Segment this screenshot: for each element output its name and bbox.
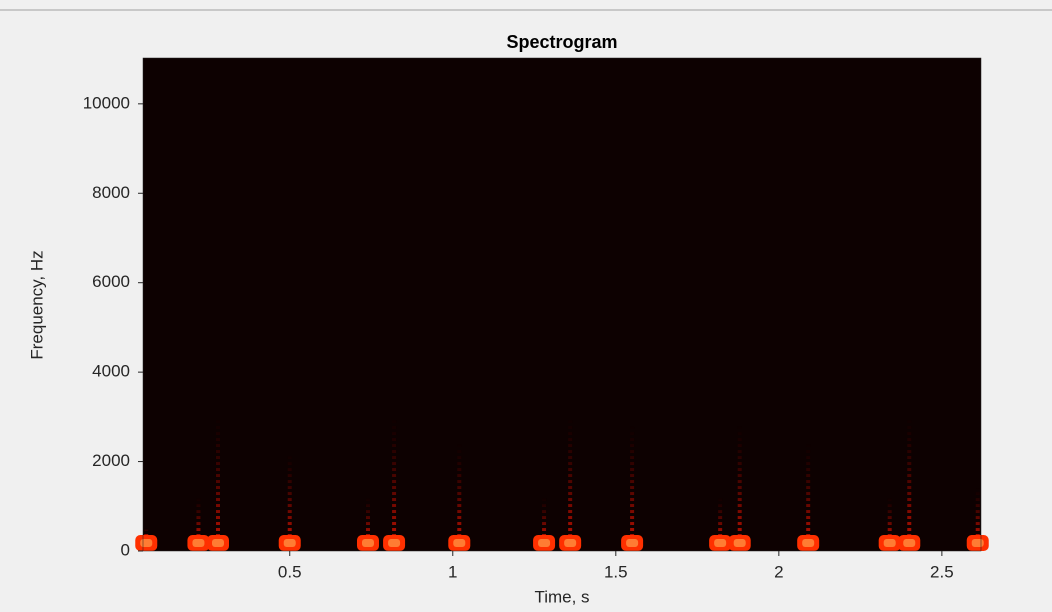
y-tick-label: 4000 [92,362,130,381]
plot-background [143,58,981,551]
harmonic-streak [542,497,547,535]
x-tick-label: 0.5 [278,562,302,581]
y-axis-label: Frequency, Hz [27,250,46,359]
harmonic-streak [630,425,635,535]
x-tick-label: 2 [774,562,783,581]
x-tick-label: 2.5 [930,562,954,581]
energy-core [388,539,401,547]
harmonic-streak [365,497,370,535]
harmonic-streak [215,416,220,535]
energy-core [361,539,374,547]
y-tick-label: 2000 [92,451,130,470]
x-axis-label: Time, s [534,587,589,606]
y-tick-label: 8000 [92,183,130,202]
plot-area [135,57,989,552]
energy-core [453,539,466,547]
harmonic-streak [975,488,980,535]
energy-core [903,539,916,547]
harmonic-streak [457,443,462,535]
y-tick-label: 0 [121,540,130,559]
energy-core [883,539,896,547]
y-tick-label: 10000 [83,93,130,112]
energy-core [538,539,551,547]
x-tick-label: 1 [448,562,457,581]
energy-core [714,539,727,547]
energy-core [211,539,224,547]
harmonic-streak [737,425,742,535]
energy-core [626,539,639,547]
harmonic-streak [907,416,912,535]
harmonic-streak [196,497,201,535]
energy-core [564,539,577,547]
harmonic-streak [144,528,149,535]
energy-core [140,539,153,547]
chart-title: Spectrogram [506,32,617,52]
harmonic-streak [568,416,573,535]
plot-clip-border [142,57,982,552]
energy-core [971,539,984,547]
harmonic-streak [806,443,811,535]
x-tick-label: 1.5 [604,562,628,581]
harmonic-streak [287,452,292,535]
harmonic-streak [887,497,892,535]
energy-core [192,539,205,547]
energy-core [802,539,815,547]
y-tick-label: 6000 [92,272,130,291]
energy-core [283,539,296,547]
energy-core [733,539,746,547]
harmonic-streak [392,416,397,535]
harmonic-streak [718,497,723,535]
